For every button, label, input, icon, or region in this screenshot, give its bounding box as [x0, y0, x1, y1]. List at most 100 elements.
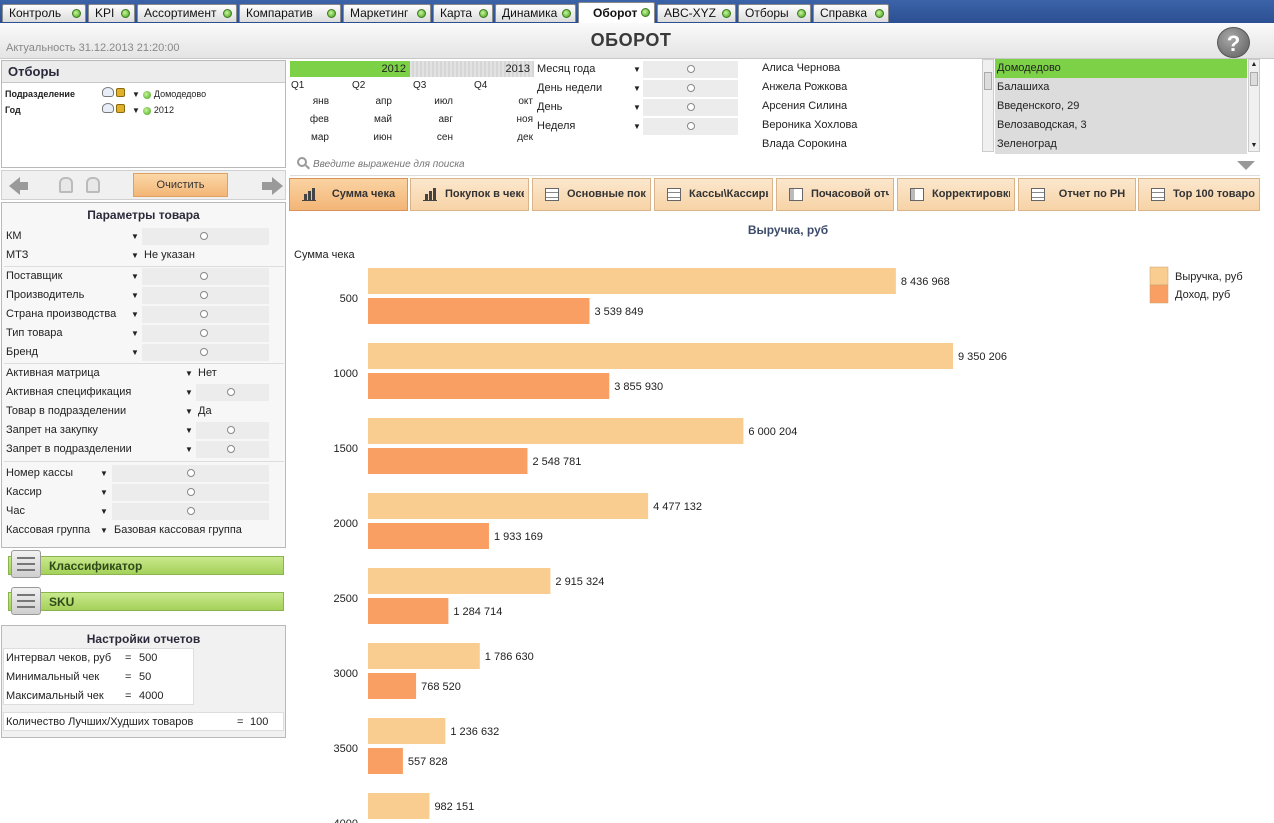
- back-arrow-icon[interactable]: [9, 177, 20, 195]
- division-item[interactable]: Зеленоград: [995, 135, 1247, 154]
- tab-2[interactable]: Ассортимент: [137, 4, 237, 22]
- slider-knob[interactable]: [187, 469, 195, 477]
- chevron-down-icon[interactable]: ▼: [633, 122, 641, 131]
- slider-knob[interactable]: [200, 310, 208, 318]
- slider-knob[interactable]: [200, 348, 208, 356]
- chevron-down-icon[interactable]: ▼: [185, 407, 193, 416]
- quarter-q1[interactable]: Q1: [291, 80, 305, 91]
- bar-revenue[interactable]: [368, 568, 551, 594]
- month-cell[interactable]: май: [373, 114, 392, 125]
- filter-value-year[interactable]: ▼ 2012: [132, 101, 174, 120]
- tab-5[interactable]: Карта: [433, 4, 493, 22]
- bar-income[interactable]: [368, 448, 528, 474]
- chevron-down-icon[interactable]: ▼: [185, 426, 193, 435]
- month-cell[interactable]: мар: [311, 132, 329, 143]
- report-tab-4[interactable]: Почасовой отчет: [776, 178, 894, 211]
- chevron-down-icon[interactable]: ▼: [633, 84, 641, 93]
- chevron-down-icon[interactable]: ▼: [131, 251, 139, 260]
- chevron-down-icon[interactable]: ▼: [100, 507, 108, 516]
- cashier-item[interactable]: Арсения Силина: [762, 100, 848, 112]
- month-cell[interactable]: апр: [375, 96, 392, 107]
- division-item[interactable]: Введенского, 29: [995, 97, 1247, 116]
- chevron-down-icon[interactable]: ▼: [131, 291, 139, 300]
- search-icon[interactable]: [297, 157, 310, 170]
- bar-revenue[interactable]: [368, 268, 896, 294]
- division-item[interactable]: Велозаводская, 3: [995, 116, 1247, 135]
- month-cell[interactable]: окт: [518, 96, 533, 107]
- cashier-item[interactable]: Анжела Рожкова: [762, 81, 848, 93]
- bar-income[interactable]: [368, 523, 489, 549]
- bar-revenue[interactable]: [368, 793, 430, 819]
- slider-knob[interactable]: [200, 291, 208, 299]
- slider-knob[interactable]: [687, 84, 695, 92]
- month-cell[interactable]: июл: [434, 96, 453, 107]
- cashier-item[interactable]: Вероника Хохлова: [762, 119, 858, 131]
- bar-income[interactable]: [368, 598, 449, 624]
- tab-8[interactable]: ABC-XYZ: [657, 4, 736, 22]
- scroll-up-icon[interactable]: ▲: [1250, 61, 1258, 68]
- expand-arrow-icon[interactable]: [1237, 161, 1255, 170]
- eraser-icon[interactable]: [102, 87, 114, 97]
- month-cell[interactable]: янв: [312, 96, 329, 107]
- clear-button[interactable]: Очистить: [133, 173, 228, 197]
- help-button[interactable]: ?: [1217, 27, 1250, 58]
- month-cell[interactable]: сен: [436, 132, 453, 143]
- bar-revenue[interactable]: [368, 643, 480, 669]
- chevron-down-icon[interactable]: ▼: [131, 348, 139, 357]
- bar-income[interactable]: [368, 298, 590, 324]
- list-icon[interactable]: [11, 587, 41, 615]
- scroll-down-icon[interactable]: ▼: [1250, 142, 1258, 149]
- bar-income[interactable]: [368, 673, 417, 699]
- tab-3[interactable]: Компаратив: [239, 4, 341, 22]
- report-tab-7[interactable]: Top 100 товаров: [1138, 178, 1260, 211]
- tab-9[interactable]: Отборы: [738, 4, 811, 22]
- divisions-scrollbar-left[interactable]: [982, 59, 994, 152]
- filter-icons-division[interactable]: [102, 87, 126, 99]
- chevron-down-icon[interactable]: ▼: [100, 488, 108, 497]
- cashier-item[interactable]: Алиса Чернова: [762, 62, 841, 74]
- filter-icons-year[interactable]: [102, 103, 126, 115]
- chevron-down-icon[interactable]: ▼: [131, 272, 139, 281]
- year-2012-cell[interactable]: [290, 61, 410, 77]
- month-cell[interactable]: июн: [373, 132, 392, 143]
- report-tab-6[interactable]: Отчет по РН: [1018, 178, 1136, 211]
- tab-7[interactable]: Оборот: [578, 2, 655, 23]
- chevron-down-icon[interactable]: ▼: [100, 469, 108, 478]
- quarter-q4[interactable]: Q4: [474, 80, 488, 91]
- bar-revenue[interactable]: [368, 718, 446, 744]
- cashier-item[interactable]: Влада Сорокина: [762, 138, 847, 150]
- slider-knob[interactable]: [227, 388, 235, 396]
- setting-value[interactable]: 4000: [139, 690, 164, 702]
- setting-value[interactable]: 100: [250, 716, 269, 728]
- chevron-down-icon[interactable]: ▼: [131, 310, 139, 319]
- divisions-scrollbar[interactable]: ▲ ▼: [1248, 59, 1260, 152]
- report-tab-1[interactable]: Покупок в чеке: [410, 178, 529, 211]
- month-cell[interactable]: дек: [517, 132, 533, 143]
- slider-knob[interactable]: [200, 232, 208, 240]
- chevron-down-icon[interactable]: ▼: [185, 369, 193, 378]
- report-tab-5[interactable]: Корректировки: [897, 178, 1015, 211]
- slider-knob[interactable]: [187, 488, 195, 496]
- report-tab-0[interactable]: Сумма чека: [289, 178, 408, 211]
- division-item[interactable]: Балашиха: [995, 78, 1247, 97]
- month-cell[interactable]: фев: [309, 114, 329, 125]
- division-item[interactable]: Домодедово: [995, 59, 1247, 78]
- bar-revenue[interactable]: [368, 493, 649, 519]
- scroll-thumb[interactable]: [1250, 72, 1258, 86]
- slider-knob[interactable]: [187, 507, 195, 515]
- year-2013-cell[interactable]: [410, 61, 534, 77]
- slider-knob[interactable]: [687, 122, 695, 130]
- lock-icon[interactable]: [59, 177, 73, 193]
- month-cell[interactable]: ноя: [516, 114, 534, 125]
- bar-revenue[interactable]: [368, 343, 953, 369]
- list-icon[interactable]: [11, 550, 41, 578]
- tab-0[interactable]: Контроль: [2, 4, 86, 22]
- chevron-down-icon[interactable]: ▼: [185, 445, 193, 454]
- slider-knob[interactable]: [200, 329, 208, 337]
- unlock-icon[interactable]: [86, 177, 100, 193]
- chevron-down-icon[interactable]: ▼: [100, 526, 108, 535]
- chevron-down-icon[interactable]: ▼: [185, 388, 193, 397]
- slider-knob[interactable]: [687, 65, 695, 73]
- month-cell[interactable]: авг: [438, 114, 453, 125]
- report-tab-2[interactable]: Основные пок...: [532, 178, 651, 211]
